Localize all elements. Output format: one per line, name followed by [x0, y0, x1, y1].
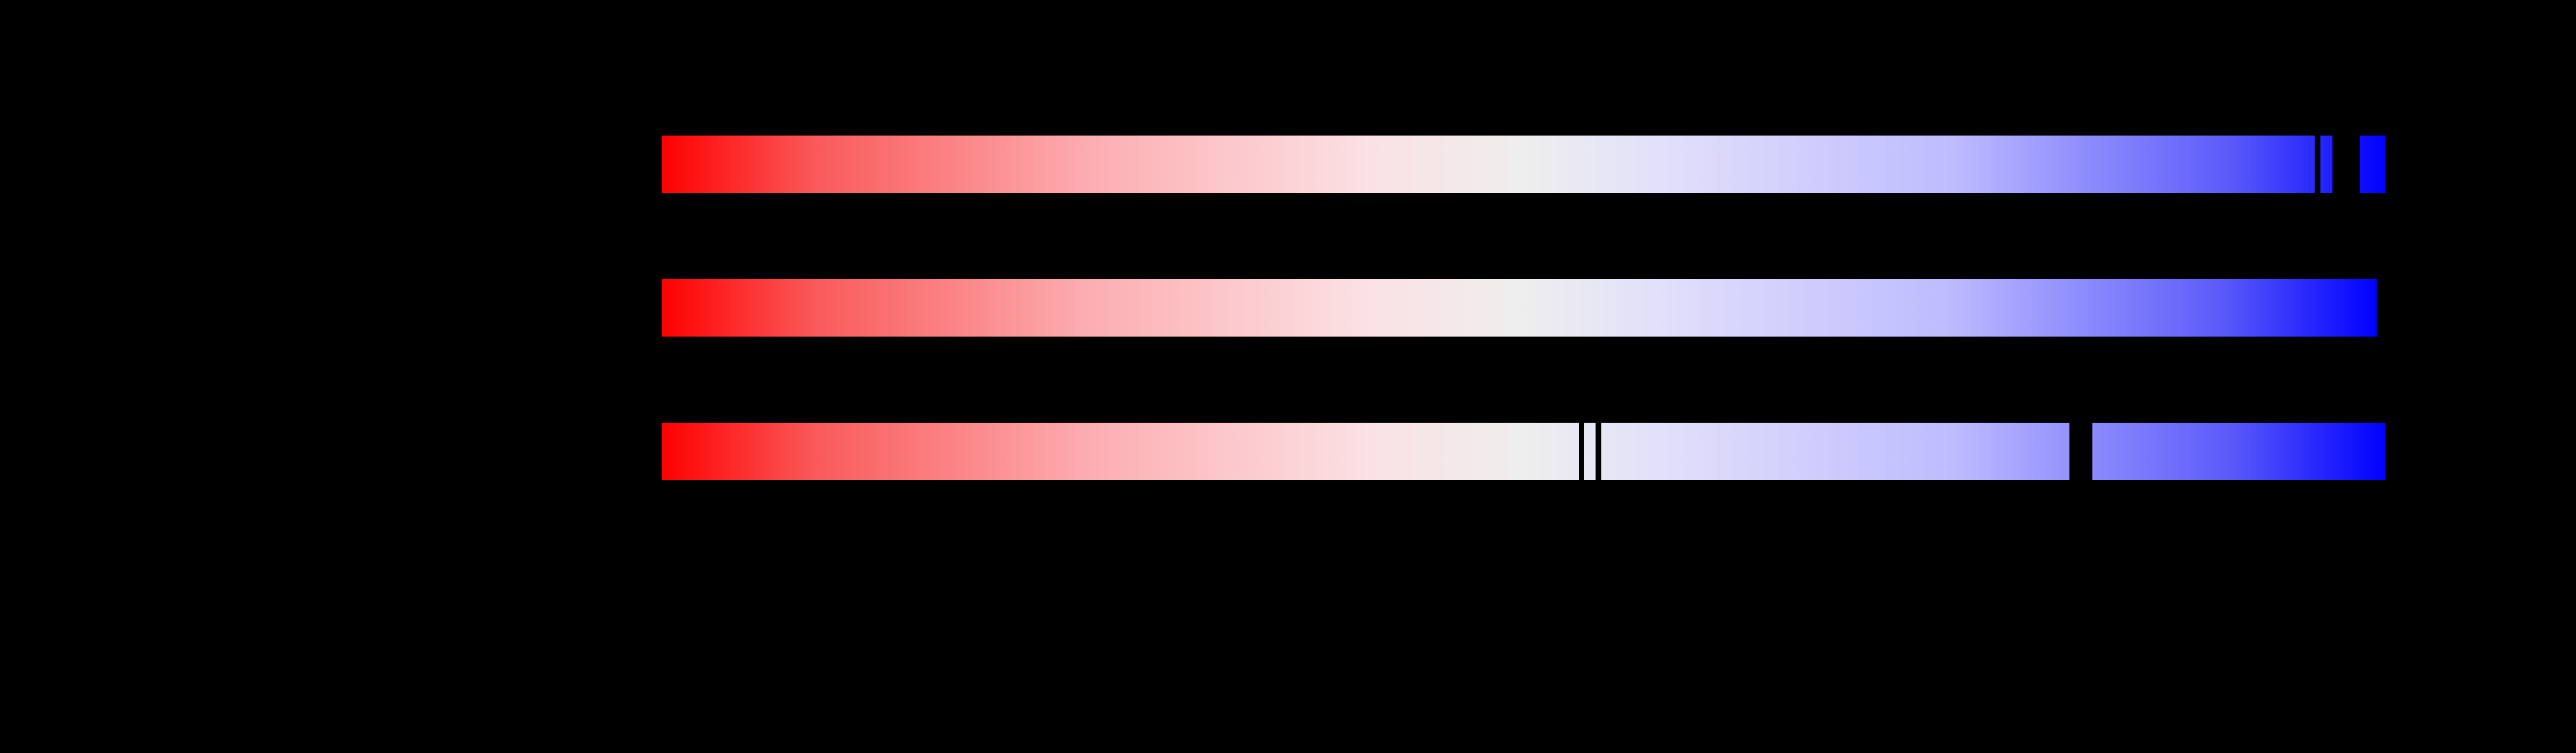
tick-gap [2332, 136, 2360, 193]
gradient-bar-3 [662, 423, 2385, 480]
gradient-bar-2 [662, 279, 2377, 337]
tick-gap [2069, 423, 2092, 480]
tick-gap [1579, 423, 1584, 480]
tick-gap [2315, 136, 2320, 193]
gradient-bar-1 [662, 136, 2385, 193]
tick-gap [1596, 423, 1601, 480]
